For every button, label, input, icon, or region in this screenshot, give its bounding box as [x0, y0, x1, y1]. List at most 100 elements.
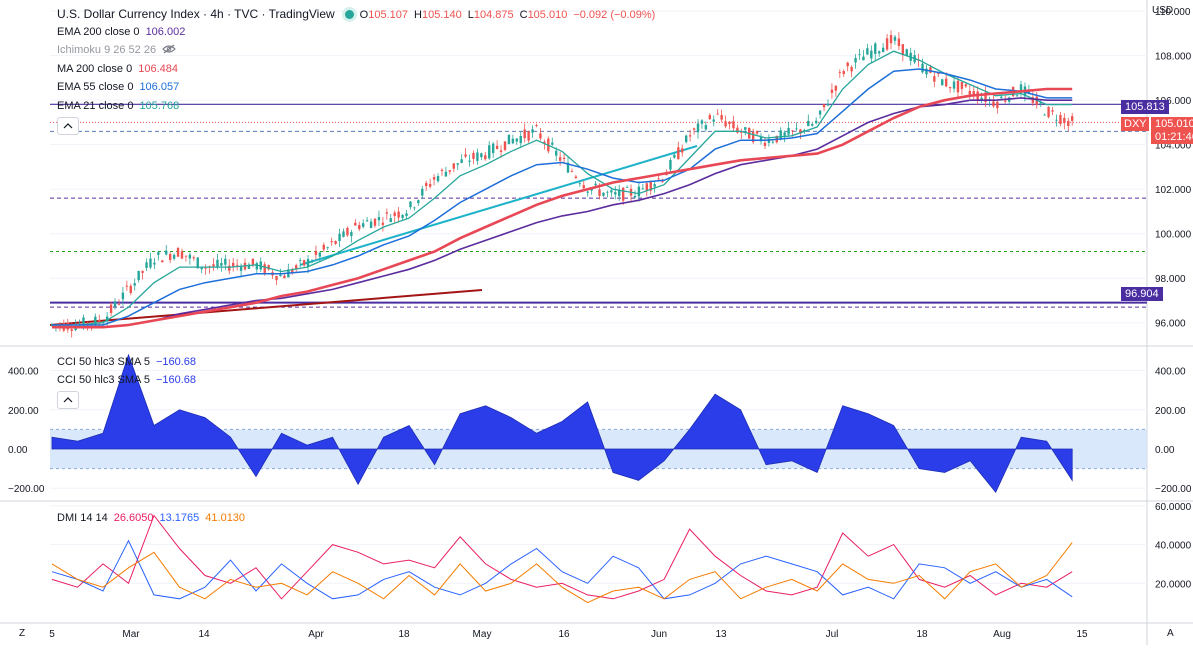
candle-body — [941, 79, 944, 86]
candle-body — [901, 44, 905, 56]
candle-body — [1055, 119, 1058, 121]
indicator-legend-ema55[interactable]: EMA 55 close 0 106.057 — [57, 80, 185, 94]
candle-body — [82, 317, 85, 329]
indicator-legend-ichimoku[interactable]: Ichimoku 9 26 52 26 — [57, 43, 176, 57]
trend-lines — [49, 145, 698, 326]
moving-averages — [52, 50, 1073, 329]
candle-body — [235, 264, 239, 266]
candle-body — [543, 141, 546, 144]
indicator-legend-ema21[interactable]: EMA 21 close 0 105.768 — [57, 99, 185, 113]
candle-body — [771, 141, 775, 143]
countdown-badge: 01:21:46 — [1151, 130, 1193, 144]
dmi-pane-plot — [51, 514, 1073, 604]
candle-body — [385, 212, 389, 214]
candle-body — [137, 270, 140, 281]
candle-body — [310, 261, 314, 263]
candle-body — [113, 301, 117, 307]
dmi-tick-label: 40.0000 — [1155, 541, 1192, 552]
market-status-icon[interactable] — [344, 10, 354, 19]
indicator-legend-ema200[interactable]: EMA 200 close 0 106.002 — [57, 25, 191, 39]
cci-tick-label: −200.00 — [1155, 484, 1192, 495]
timezone-icon[interactable]: Z — [19, 628, 26, 639]
candle-body — [279, 274, 282, 277]
candle-body — [866, 48, 869, 55]
eye-hidden-icon[interactable] — [162, 44, 176, 54]
candle-body — [539, 133, 542, 139]
indicator-legend-ma200[interactable]: MA 200 close 0 106.484 — [57, 62, 184, 76]
trendline-darkred[interactable] — [49, 289, 483, 326]
candle-body — [488, 145, 491, 159]
candle-body — [791, 130, 794, 132]
candle-body — [893, 36, 897, 41]
candle-body — [870, 50, 873, 59]
cci-left-tick-label: 0.00 — [8, 445, 28, 456]
candle-body — [499, 150, 503, 152]
candle-body — [224, 258, 227, 265]
candle-body — [641, 188, 645, 190]
collapse-cci-legend-button[interactable] — [57, 391, 79, 409]
candle-body — [996, 101, 999, 109]
candle-body — [519, 136, 522, 144]
candle-body — [1004, 100, 1007, 102]
candle-body — [94, 316, 97, 326]
candle-body — [562, 157, 566, 160]
candle-body — [176, 248, 180, 257]
indicator-value: 105.768 — [139, 100, 180, 112]
auto-scale-icon[interactable]: A — [1167, 628, 1174, 639]
time-tick-label: Jun — [651, 629, 667, 640]
cci-tick-label: 0.00 — [1155, 445, 1175, 456]
candle-body — [795, 128, 798, 130]
collapse-legend-button[interactable] — [57, 117, 79, 135]
cci-value: −160.68 — [155, 356, 197, 368]
candle-body — [744, 127, 747, 130]
candle-body — [165, 250, 168, 255]
close-value: 105.010 — [527, 9, 568, 21]
candle-body — [436, 176, 440, 182]
cci-pane-plot — [50, 353, 1147, 493]
candle-body — [298, 260, 302, 262]
price-tick-label: 110.000 — [1155, 7, 1191, 18]
candle-body — [984, 92, 987, 103]
candle-body — [70, 329, 73, 331]
candle-body — [621, 187, 625, 201]
candle-body — [1019, 84, 1023, 94]
cci-legend-2[interactable]: CCI 50 hlc3 SMA 5 −160.68 — [57, 373, 202, 387]
candle-body — [783, 132, 786, 136]
candle-body — [684, 135, 688, 143]
candle-body — [531, 129, 534, 133]
time-tick-label: 18 — [916, 629, 928, 640]
symbol-title[interactable]: U.S. Dollar Currency Index · 4h · TVC · … — [57, 7, 335, 21]
candle-body — [767, 138, 771, 143]
candle-body — [172, 254, 176, 259]
candle-body — [196, 257, 199, 269]
candle-body — [381, 222, 385, 225]
candle-body — [161, 260, 164, 263]
candle-body — [425, 183, 428, 186]
candle-body — [1059, 115, 1062, 124]
candle-body — [334, 240, 337, 244]
high-label: H — [414, 9, 422, 21]
low-label: L — [467, 9, 474, 21]
candle-body — [740, 131, 743, 133]
candle-body — [732, 121, 735, 129]
candle-body — [369, 221, 373, 229]
candle-body — [302, 260, 306, 266]
indicator-value: 106.057 — [139, 81, 180, 93]
candle-body — [468, 160, 471, 162]
trendline-teal[interactable] — [299, 145, 698, 266]
candle-body — [881, 47, 885, 53]
candle-body — [507, 134, 511, 145]
dmi-tick-label: 20.0000 — [1155, 579, 1192, 590]
time-tick-label: Jul — [826, 629, 839, 640]
dmi-legend[interactable]: DMI 14 14 26.6050 13.1765 41.0130 — [57, 511, 251, 525]
cci-legend-1[interactable]: CCI 50 hlc3 SMA 5 −160.68 — [57, 355, 202, 369]
cci-value: −160.68 — [155, 374, 197, 386]
candle-body — [944, 78, 948, 87]
currency-label[interactable]: USD — [1152, 5, 1174, 16]
candle-body — [968, 90, 971, 95]
candle-body — [346, 227, 349, 236]
candle-body — [228, 265, 231, 271]
candle-body — [633, 195, 637, 198]
candle-body — [373, 218, 377, 226]
